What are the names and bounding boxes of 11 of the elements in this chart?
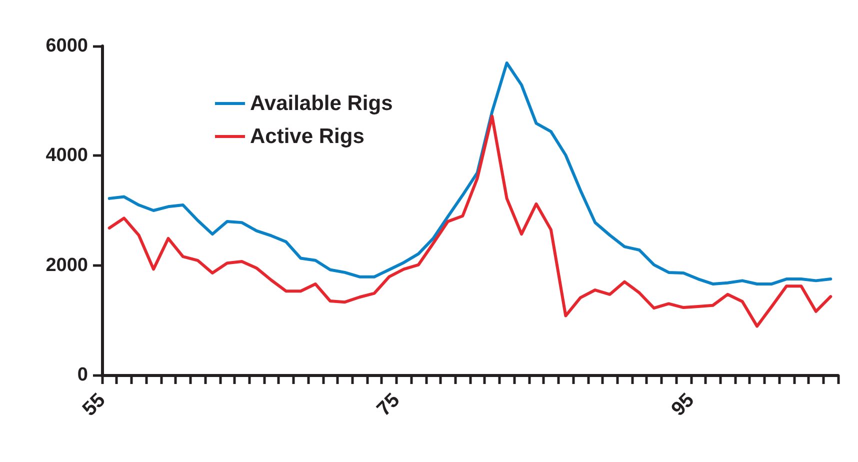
legend-label: Active Rigs	[250, 125, 364, 148]
x-tick-label: 55	[78, 389, 110, 420]
legend-label: Available Rigs	[250, 92, 393, 115]
line-series	[108, 114, 832, 328]
y-tick-label: 2000	[46, 254, 88, 276]
y-tick-label: 6000	[46, 36, 88, 56]
line-series	[108, 62, 832, 286]
x-tick-label: 75	[372, 389, 404, 420]
x-tick-label: 95	[667, 389, 699, 420]
y-tick-label: 0	[77, 364, 88, 386]
y-tick-label: 4000	[46, 145, 88, 166]
